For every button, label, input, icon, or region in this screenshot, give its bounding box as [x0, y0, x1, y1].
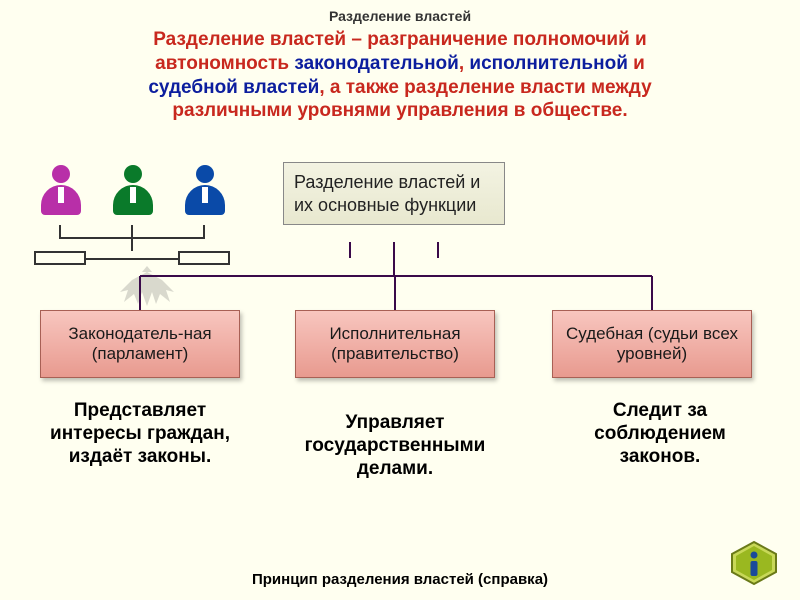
root-box: Разделение властей и их основные функции [283, 162, 505, 225]
info-icon[interactable] [728, 540, 780, 586]
desc-judicial: Следит за соблюдением законов. [555, 400, 765, 468]
subtitle-line4: различными уровнями управления в обществ… [172, 100, 627, 121]
subtitle-judicial: судебной властей [148, 77, 319, 98]
footer-caption: Принцип разделения властей (справка) [0, 571, 800, 588]
subtitle-executive: исполнительной [469, 53, 627, 74]
subtitle-l2m: , [459, 53, 470, 74]
desc-executive: Управляет государственными делами. [290, 412, 500, 480]
subtitle-legislative: законодательной [294, 53, 458, 74]
branch-legislative: Законодатель-ная (парламент) [40, 310, 240, 378]
slide-title: Разделение властей [0, 0, 800, 24]
desc-legislative: Представляет интересы граждан, издаёт за… [35, 400, 245, 468]
subtitle-l2a: автономность [155, 53, 294, 74]
subtitle-line1: Разделение властей – разграничение полно… [153, 29, 646, 50]
subtitle-l3r: , а также разделение власти между [319, 77, 651, 98]
subtitle-l2e: и [628, 53, 645, 74]
subtitle-block: Разделение властей – разграничение полно… [0, 24, 800, 131]
branch-executive: Исполнительная (правительство) [295, 310, 495, 378]
eagle-icon [112, 262, 182, 308]
branch-judicial: Судебная (судьи всех уровней) [552, 310, 752, 378]
